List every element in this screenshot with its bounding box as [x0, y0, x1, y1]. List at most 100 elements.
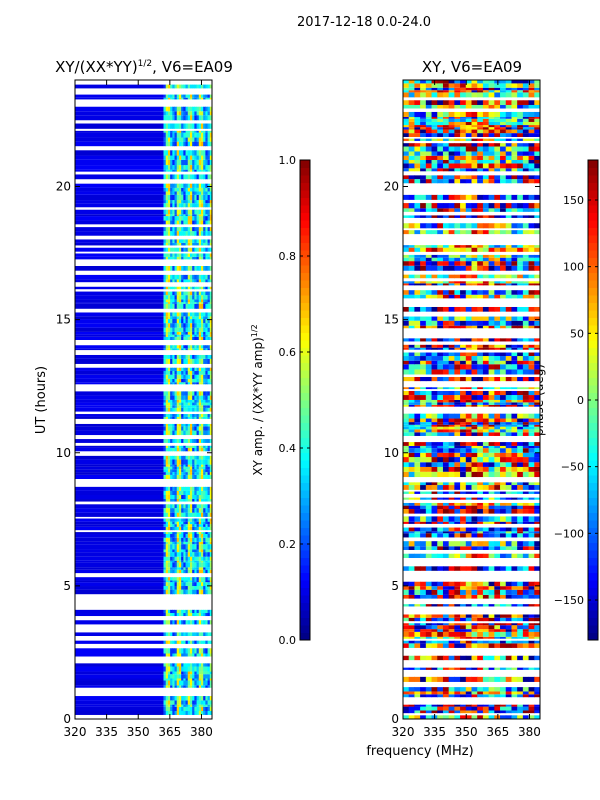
- heatmap-cell: [194, 640, 198, 644]
- heatmap-cell: [187, 194, 191, 201]
- heatmap-cell: [494, 376, 501, 382]
- heatmap-cell: [185, 609, 189, 614]
- heatmap-cell: [505, 320, 512, 326]
- heatmap-cell: [488, 457, 495, 463]
- heatmap-cell: [187, 132, 191, 138]
- heatmap-cell: [454, 715, 461, 719]
- heatmap-cell: [176, 678, 180, 681]
- heatmap-cell: [178, 194, 182, 201]
- heatmap-cell: [414, 265, 421, 271]
- heatmap-cell: [178, 495, 182, 500]
- heatmap-cell: [167, 327, 171, 332]
- heatmap-cell: [170, 286, 173, 290]
- heatmap-cell: [534, 404, 541, 407]
- heatmap-cell: [460, 521, 467, 524]
- heatmap-cell: [505, 687, 512, 692]
- heatmap-cell: [207, 706, 211, 712]
- heatmap-cell: [176, 469, 180, 473]
- heatmap-cell: [209, 423, 213, 427]
- heatmap-cell: [187, 666, 191, 672]
- heatmap-cell: [172, 348, 176, 351]
- heatmap-cell: [183, 552, 187, 557]
- heatmap-cell: [183, 194, 187, 201]
- heatmap-cell: [174, 239, 178, 243]
- heatmap-cell: [460, 586, 467, 590]
- heatmap-cell: [431, 614, 438, 618]
- heatmap-cell: [163, 84, 167, 89]
- heatmap-cell: [203, 191, 206, 195]
- heatmap-cell: [488, 404, 495, 407]
- heatmap-cell: [176, 354, 180, 359]
- heatmap-cell: [174, 115, 178, 121]
- heatmap-cell: [207, 671, 211, 675]
- heatmap-cell: [522, 404, 530, 407]
- heatmap-cell: [205, 426, 209, 431]
- heatmap-cell: [163, 671, 167, 675]
- heatmap-cell: [505, 387, 512, 390]
- heatmap-cell: [192, 358, 195, 364]
- figure-suptitle: 2017-12-18 0.0-24.0: [297, 15, 431, 30]
- heatmap-cell: [170, 455, 173, 460]
- heatmap-cell: [500, 442, 507, 446]
- heatmap-cell: [170, 582, 173, 587]
- heatmap-cell: [176, 534, 180, 538]
- heatmap-cell: [408, 676, 415, 682]
- heatmap-cell: [442, 541, 450, 547]
- heatmap-cell: [163, 115, 167, 121]
- heatmap-row: [75, 562, 164, 568]
- heatmap-cell: [187, 155, 191, 160]
- heatmap-cell: [181, 123, 184, 129]
- heatmap-cell: [200, 405, 204, 408]
- heatmap-cell: [494, 546, 501, 550]
- heatmap-cell: [431, 533, 438, 538]
- heatmap-cell: [165, 706, 169, 712]
- heatmap-cell: [408, 457, 415, 463]
- heatmap-cell: [181, 191, 184, 195]
- heatmap-cell: [488, 505, 495, 510]
- heatmap-cell: [207, 391, 211, 396]
- heatmap-cell: [167, 316, 171, 320]
- heatmap-row: [75, 526, 164, 531]
- heatmap-cell: [187, 524, 191, 527]
- heatmap-cell: [194, 469, 198, 473]
- heatmap-cell: [522, 445, 530, 449]
- heatmap-cell: [414, 247, 421, 252]
- heatmap-cell: [528, 344, 535, 348]
- heatmap-cell: [209, 111, 213, 116]
- heatmap-cell: [170, 191, 173, 195]
- heatmap-cell: [176, 299, 180, 303]
- heatmap-cell: [203, 374, 206, 379]
- heatmap-cell: [187, 447, 191, 452]
- heatmap-cell: [176, 123, 180, 129]
- heatmap-cell: [178, 336, 182, 341]
- heatmap-cell: [183, 348, 187, 351]
- heatmap-cell: [181, 331, 184, 335]
- heatmap-cell: [207, 159, 211, 166]
- heatmap-cell: [460, 274, 467, 279]
- heatmap-cell: [185, 274, 189, 280]
- heatmap-cell: [477, 281, 484, 284]
- heatmap-cell: [534, 625, 541, 630]
- heatmap-cell: [163, 183, 167, 188]
- heatmap-cell: [172, 504, 176, 509]
- heatmap-cell: [425, 566, 433, 571]
- heatmap-cell: [185, 518, 189, 522]
- heatmap-cell: [408, 325, 415, 329]
- heatmap-cell: [181, 464, 184, 467]
- heatmap-cell: [209, 115, 213, 121]
- heatmap-cell: [403, 667, 410, 670]
- heatmap-cell: [203, 534, 206, 538]
- heatmap-cell: [163, 567, 167, 570]
- heatmap-cell: [494, 316, 501, 321]
- heatmap-cell: [165, 700, 169, 705]
- heatmap-cell: [170, 256, 173, 260]
- heatmap-cell: [471, 667, 478, 670]
- heatmap-cell: [414, 516, 421, 522]
- heatmap-cell: [207, 123, 211, 129]
- heatmap-cell: [172, 174, 176, 180]
- heatmap-cell: [209, 526, 213, 531]
- heatmap-cell: [170, 316, 173, 320]
- heatmap-cell: [448, 491, 455, 494]
- heatmap-cell: [477, 261, 484, 266]
- heatmap-cell: [420, 442, 427, 446]
